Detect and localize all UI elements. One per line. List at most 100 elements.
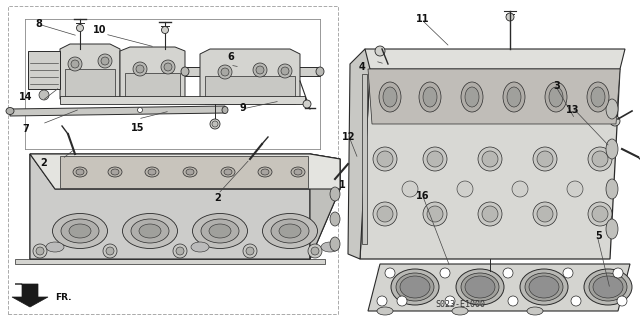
Circle shape	[503, 268, 513, 278]
Polygon shape	[368, 264, 630, 311]
Circle shape	[537, 151, 553, 167]
Bar	[60, 96, 305, 104]
Ellipse shape	[61, 219, 99, 243]
Ellipse shape	[606, 179, 618, 199]
Ellipse shape	[6, 108, 14, 115]
Polygon shape	[12, 284, 48, 307]
Circle shape	[377, 151, 393, 167]
Circle shape	[278, 64, 292, 78]
Circle shape	[303, 100, 311, 108]
Ellipse shape	[587, 82, 609, 112]
Ellipse shape	[108, 167, 122, 177]
Circle shape	[164, 63, 172, 71]
Ellipse shape	[529, 276, 559, 298]
Circle shape	[537, 206, 553, 222]
Circle shape	[485, 270, 495, 280]
Text: 15: 15	[131, 122, 145, 133]
Circle shape	[512, 181, 528, 197]
Circle shape	[567, 181, 583, 197]
Circle shape	[375, 46, 385, 56]
Ellipse shape	[461, 273, 499, 301]
Ellipse shape	[525, 273, 563, 301]
Circle shape	[440, 268, 450, 278]
Circle shape	[176, 247, 184, 255]
Ellipse shape	[589, 273, 627, 301]
Text: 7: 7	[22, 124, 29, 134]
Circle shape	[281, 67, 289, 75]
Ellipse shape	[222, 107, 228, 114]
Ellipse shape	[111, 169, 119, 175]
Ellipse shape	[503, 82, 525, 112]
Ellipse shape	[316, 67, 324, 76]
Circle shape	[506, 13, 514, 21]
Circle shape	[508, 296, 518, 306]
Circle shape	[482, 151, 498, 167]
Circle shape	[101, 57, 109, 65]
Bar	[8, 6, 338, 314]
Ellipse shape	[383, 87, 397, 107]
Text: 13: 13	[566, 105, 580, 115]
Circle shape	[423, 202, 447, 226]
Ellipse shape	[330, 212, 340, 226]
Circle shape	[592, 206, 608, 222]
Ellipse shape	[377, 307, 393, 315]
Polygon shape	[360, 49, 625, 69]
Ellipse shape	[76, 169, 84, 175]
Circle shape	[210, 119, 220, 129]
Text: 8: 8	[35, 19, 42, 29]
Circle shape	[533, 202, 557, 226]
Circle shape	[256, 66, 264, 74]
Circle shape	[563, 268, 573, 278]
Circle shape	[397, 296, 407, 306]
Text: 4: 4	[358, 62, 365, 72]
Ellipse shape	[461, 82, 483, 112]
Ellipse shape	[330, 187, 340, 201]
Polygon shape	[30, 154, 340, 189]
Ellipse shape	[593, 276, 623, 298]
Text: 14: 14	[19, 92, 33, 102]
Ellipse shape	[271, 219, 309, 243]
Polygon shape	[310, 154, 340, 259]
Circle shape	[253, 63, 267, 77]
Circle shape	[33, 244, 47, 258]
Text: 9: 9	[240, 103, 246, 114]
Ellipse shape	[209, 224, 231, 238]
Ellipse shape	[181, 67, 189, 76]
Circle shape	[138, 108, 143, 113]
Polygon shape	[120, 47, 185, 101]
Ellipse shape	[545, 82, 567, 112]
Ellipse shape	[186, 169, 194, 175]
Circle shape	[212, 121, 218, 127]
Ellipse shape	[400, 276, 430, 298]
Ellipse shape	[262, 213, 317, 249]
Text: 2: 2	[214, 193, 221, 203]
Circle shape	[161, 60, 175, 74]
Circle shape	[373, 147, 397, 171]
Ellipse shape	[193, 213, 248, 249]
Circle shape	[423, 147, 447, 171]
Text: 10: 10	[92, 25, 106, 35]
Circle shape	[588, 147, 612, 171]
Ellipse shape	[139, 224, 161, 238]
Circle shape	[71, 60, 79, 68]
Circle shape	[427, 206, 443, 222]
Circle shape	[445, 296, 455, 306]
Ellipse shape	[584, 269, 632, 305]
Circle shape	[218, 65, 232, 79]
Bar	[125, 73, 180, 101]
Ellipse shape	[52, 213, 108, 249]
Circle shape	[136, 65, 144, 73]
Ellipse shape	[221, 167, 235, 177]
Ellipse shape	[606, 99, 618, 119]
Text: 5: 5	[595, 231, 602, 241]
Circle shape	[427, 151, 443, 167]
Circle shape	[478, 147, 502, 171]
Circle shape	[311, 247, 319, 255]
Ellipse shape	[183, 167, 197, 177]
Circle shape	[592, 151, 608, 167]
Circle shape	[377, 206, 393, 222]
Bar	[205, 76, 295, 104]
Ellipse shape	[73, 167, 87, 177]
Ellipse shape	[261, 169, 269, 175]
Polygon shape	[200, 49, 300, 104]
